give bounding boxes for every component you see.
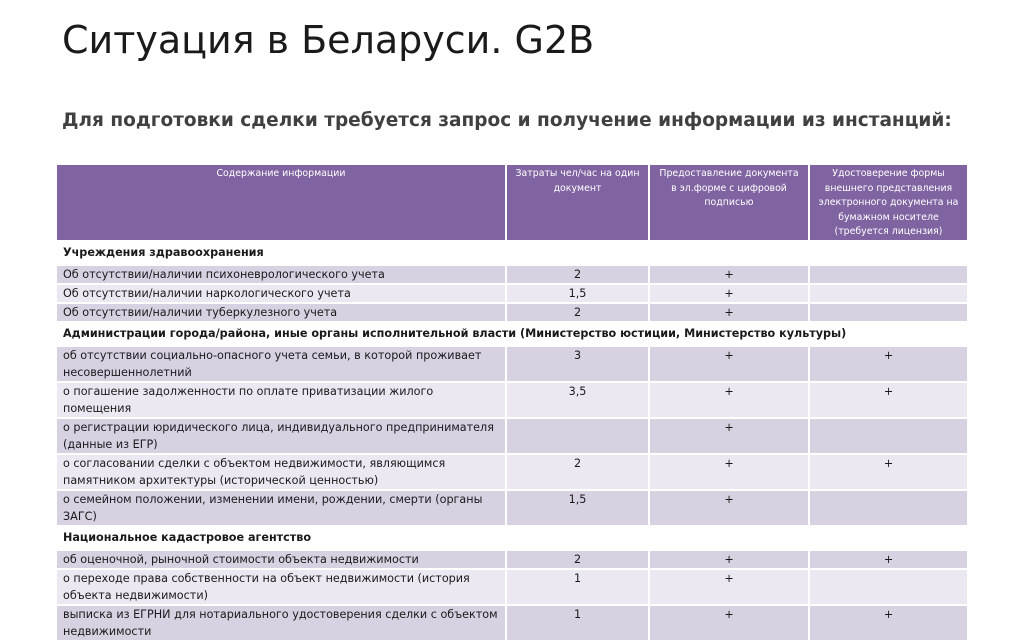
section-row: Национальное кадастровое агентство (55, 524, 969, 551)
table-cell: 2 (505, 263, 650, 285)
header-row: Содержание информации Затраты чел/час на … (55, 163, 969, 242)
table-cell: + (648, 282, 810, 304)
table-cell: + (808, 344, 969, 383)
table-row: выписка из ЕГРНИ для нотариального удост… (55, 603, 969, 642)
table-cell: 1 (505, 603, 650, 642)
section-title: Учреждения здравоохранения (55, 239, 969, 266)
table-cell: о согласовании сделки с объектом недвижи… (55, 452, 507, 491)
table-row: Об отсутствии/наличии наркологического у… (55, 282, 969, 304)
table-cell: Об отсутствии/наличии туберкулезного уче… (55, 301, 507, 323)
table-cell: 1,5 (505, 488, 650, 527)
table-cell: о погашение задолженности по оплате прив… (55, 380, 507, 419)
table-cell: + (648, 301, 810, 323)
table-cell: выписка из ЕГРНИ для нотариального удост… (55, 603, 507, 642)
table-cell (808, 488, 969, 527)
table-cell: + (648, 452, 810, 491)
table-row: о погашение задолженности по оплате прив… (55, 380, 969, 419)
table-row: о регистрации юридического лица, индивид… (55, 416, 969, 455)
table-row: о семейном положении, изменении имени, р… (55, 488, 969, 527)
table-cell: об отсутствии социально-опасного учета с… (55, 344, 507, 383)
table-cell: об оценочной, рыночной стоимости объекта… (55, 548, 507, 570)
section-row: Учреждения здравоохранения (55, 239, 969, 266)
column-header: Содержание информации (55, 163, 507, 242)
section-title: Национальное кадастровое агентство (55, 524, 969, 551)
table-cell: 2 (505, 452, 650, 491)
table-cell: 2 (505, 301, 650, 323)
table-cell: + (808, 548, 969, 570)
section-row: Администрации города/района, иные органы… (55, 320, 969, 347)
table-cell: Об отсутствии/наличии психоневрологическ… (55, 263, 507, 285)
table-body: Учреждения здравоохранения Об отсутствии/… (55, 239, 969, 642)
table-cell: 1,5 (505, 282, 650, 304)
table-cell: + (648, 344, 810, 383)
table-cell (808, 301, 969, 323)
table-cell: 1 (505, 567, 650, 606)
table-cell (505, 416, 650, 455)
table-row: об отсутствии социально-опасного учета с… (55, 344, 969, 383)
column-header: Удостоверение формы внешнего представлен… (808, 163, 969, 242)
table-cell: + (808, 380, 969, 419)
table-cell: о регистрации юридического лица, индивид… (55, 416, 507, 455)
table-cell: + (648, 263, 810, 285)
table-cell: + (808, 603, 969, 642)
table-cell (808, 567, 969, 606)
slide-subtitle: Для подготовки сделки требуется запрос и… (62, 110, 952, 131)
table-cell: 3,5 (505, 380, 650, 419)
table-row: Об отсутствии/наличии психоневрологическ… (55, 263, 969, 285)
table-cell: + (648, 603, 810, 642)
table-cell: Об отсутствии/наличии наркологического у… (55, 282, 507, 304)
table-row: о переходе права собственности на объект… (55, 567, 969, 606)
column-header: Затраты чел/час на один документ (505, 163, 650, 242)
table-cell: + (648, 416, 810, 455)
table-cell: + (808, 452, 969, 491)
table-cell: + (648, 488, 810, 527)
table-cell: 3 (505, 344, 650, 383)
info-table: Содержание информации Затраты чел/час на … (55, 163, 969, 642)
table-cell: о переходе права собственности на объект… (55, 567, 507, 606)
table-cell (808, 263, 969, 285)
table-cell: + (648, 380, 810, 419)
table-cell: 2 (505, 548, 650, 570)
table-cell (808, 282, 969, 304)
table-row: о согласовании сделки с объектом недвижи… (55, 452, 969, 491)
slide-title: Ситуация в Беларуси. G2B (62, 18, 595, 62)
table-cell: + (648, 567, 810, 606)
section-title: Администрации города/района, иные органы… (55, 320, 969, 347)
table-cell: + (648, 548, 810, 570)
table-cell (808, 416, 969, 455)
table-row: об оценочной, рыночной стоимости объекта… (55, 548, 969, 570)
table-row: Об отсутствии/наличии туберкулезного уче… (55, 301, 969, 323)
column-header: Предоставление документа в эл.форме с ци… (648, 163, 810, 242)
table-cell: о семейном положении, изменении имени, р… (55, 488, 507, 527)
